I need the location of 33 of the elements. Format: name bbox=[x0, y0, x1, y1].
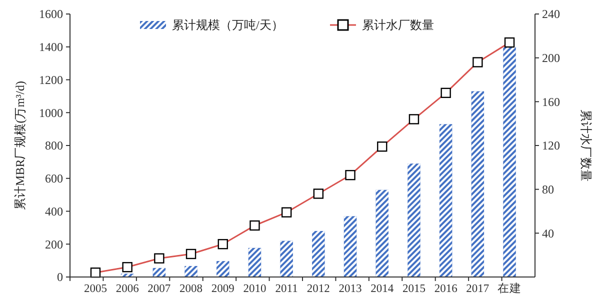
y-tick-label: 400 bbox=[45, 204, 63, 218]
y-tick-label: 1600 bbox=[39, 7, 63, 22]
x-tick-label: 2015 bbox=[402, 283, 426, 295]
x-tick-label: 2014 bbox=[370, 283, 394, 295]
y-tick-label: 0 bbox=[57, 270, 63, 284]
y-tick-label: 1400 bbox=[39, 40, 63, 54]
y-tick-label: 1000 bbox=[39, 106, 63, 120]
x-tick-label: 2013 bbox=[338, 283, 362, 295]
legend-label: 累计水厂数量 bbox=[362, 18, 434, 32]
y-tick-label: 600 bbox=[45, 172, 63, 186]
y2-tick-label: 80 bbox=[542, 182, 554, 197]
x-tick-label: 在建 bbox=[498, 282, 522, 295]
y2-axis-title: 累计水厂数量 bbox=[579, 110, 593, 182]
y2-tick-label: 120 bbox=[542, 138, 560, 153]
x-tick-label: 2006 bbox=[116, 283, 140, 295]
x-tick-label: 2009 bbox=[211, 283, 235, 295]
x-tick-label: 2017 bbox=[466, 283, 490, 295]
y2-tick-label: 40 bbox=[542, 226, 554, 240]
legend-label: 累计规模（万吨/天） bbox=[172, 18, 284, 32]
x-tick-label: 2011 bbox=[275, 283, 298, 295]
x-tick-label: 2007 bbox=[148, 283, 171, 295]
y-tick-label: 1200 bbox=[39, 72, 63, 87]
x-tick-label: 2012 bbox=[306, 283, 330, 295]
x-tick-label: 2005 bbox=[84, 283, 108, 295]
x-tick-label: 2010 bbox=[243, 283, 266, 295]
y2-tick-label: 200 bbox=[542, 51, 560, 66]
y2-tick-label: 240 bbox=[542, 7, 560, 22]
y2-tick-label: 160 bbox=[542, 94, 560, 109]
x-tick-label: 2008 bbox=[180, 283, 203, 295]
y-tick-label: 200 bbox=[45, 237, 63, 252]
x-tick-label: 2016 bbox=[434, 283, 458, 295]
y-tick-label: 800 bbox=[45, 138, 63, 153]
y-axis-title: 累计MBR厂规模(万m³/d) bbox=[13, 81, 27, 210]
